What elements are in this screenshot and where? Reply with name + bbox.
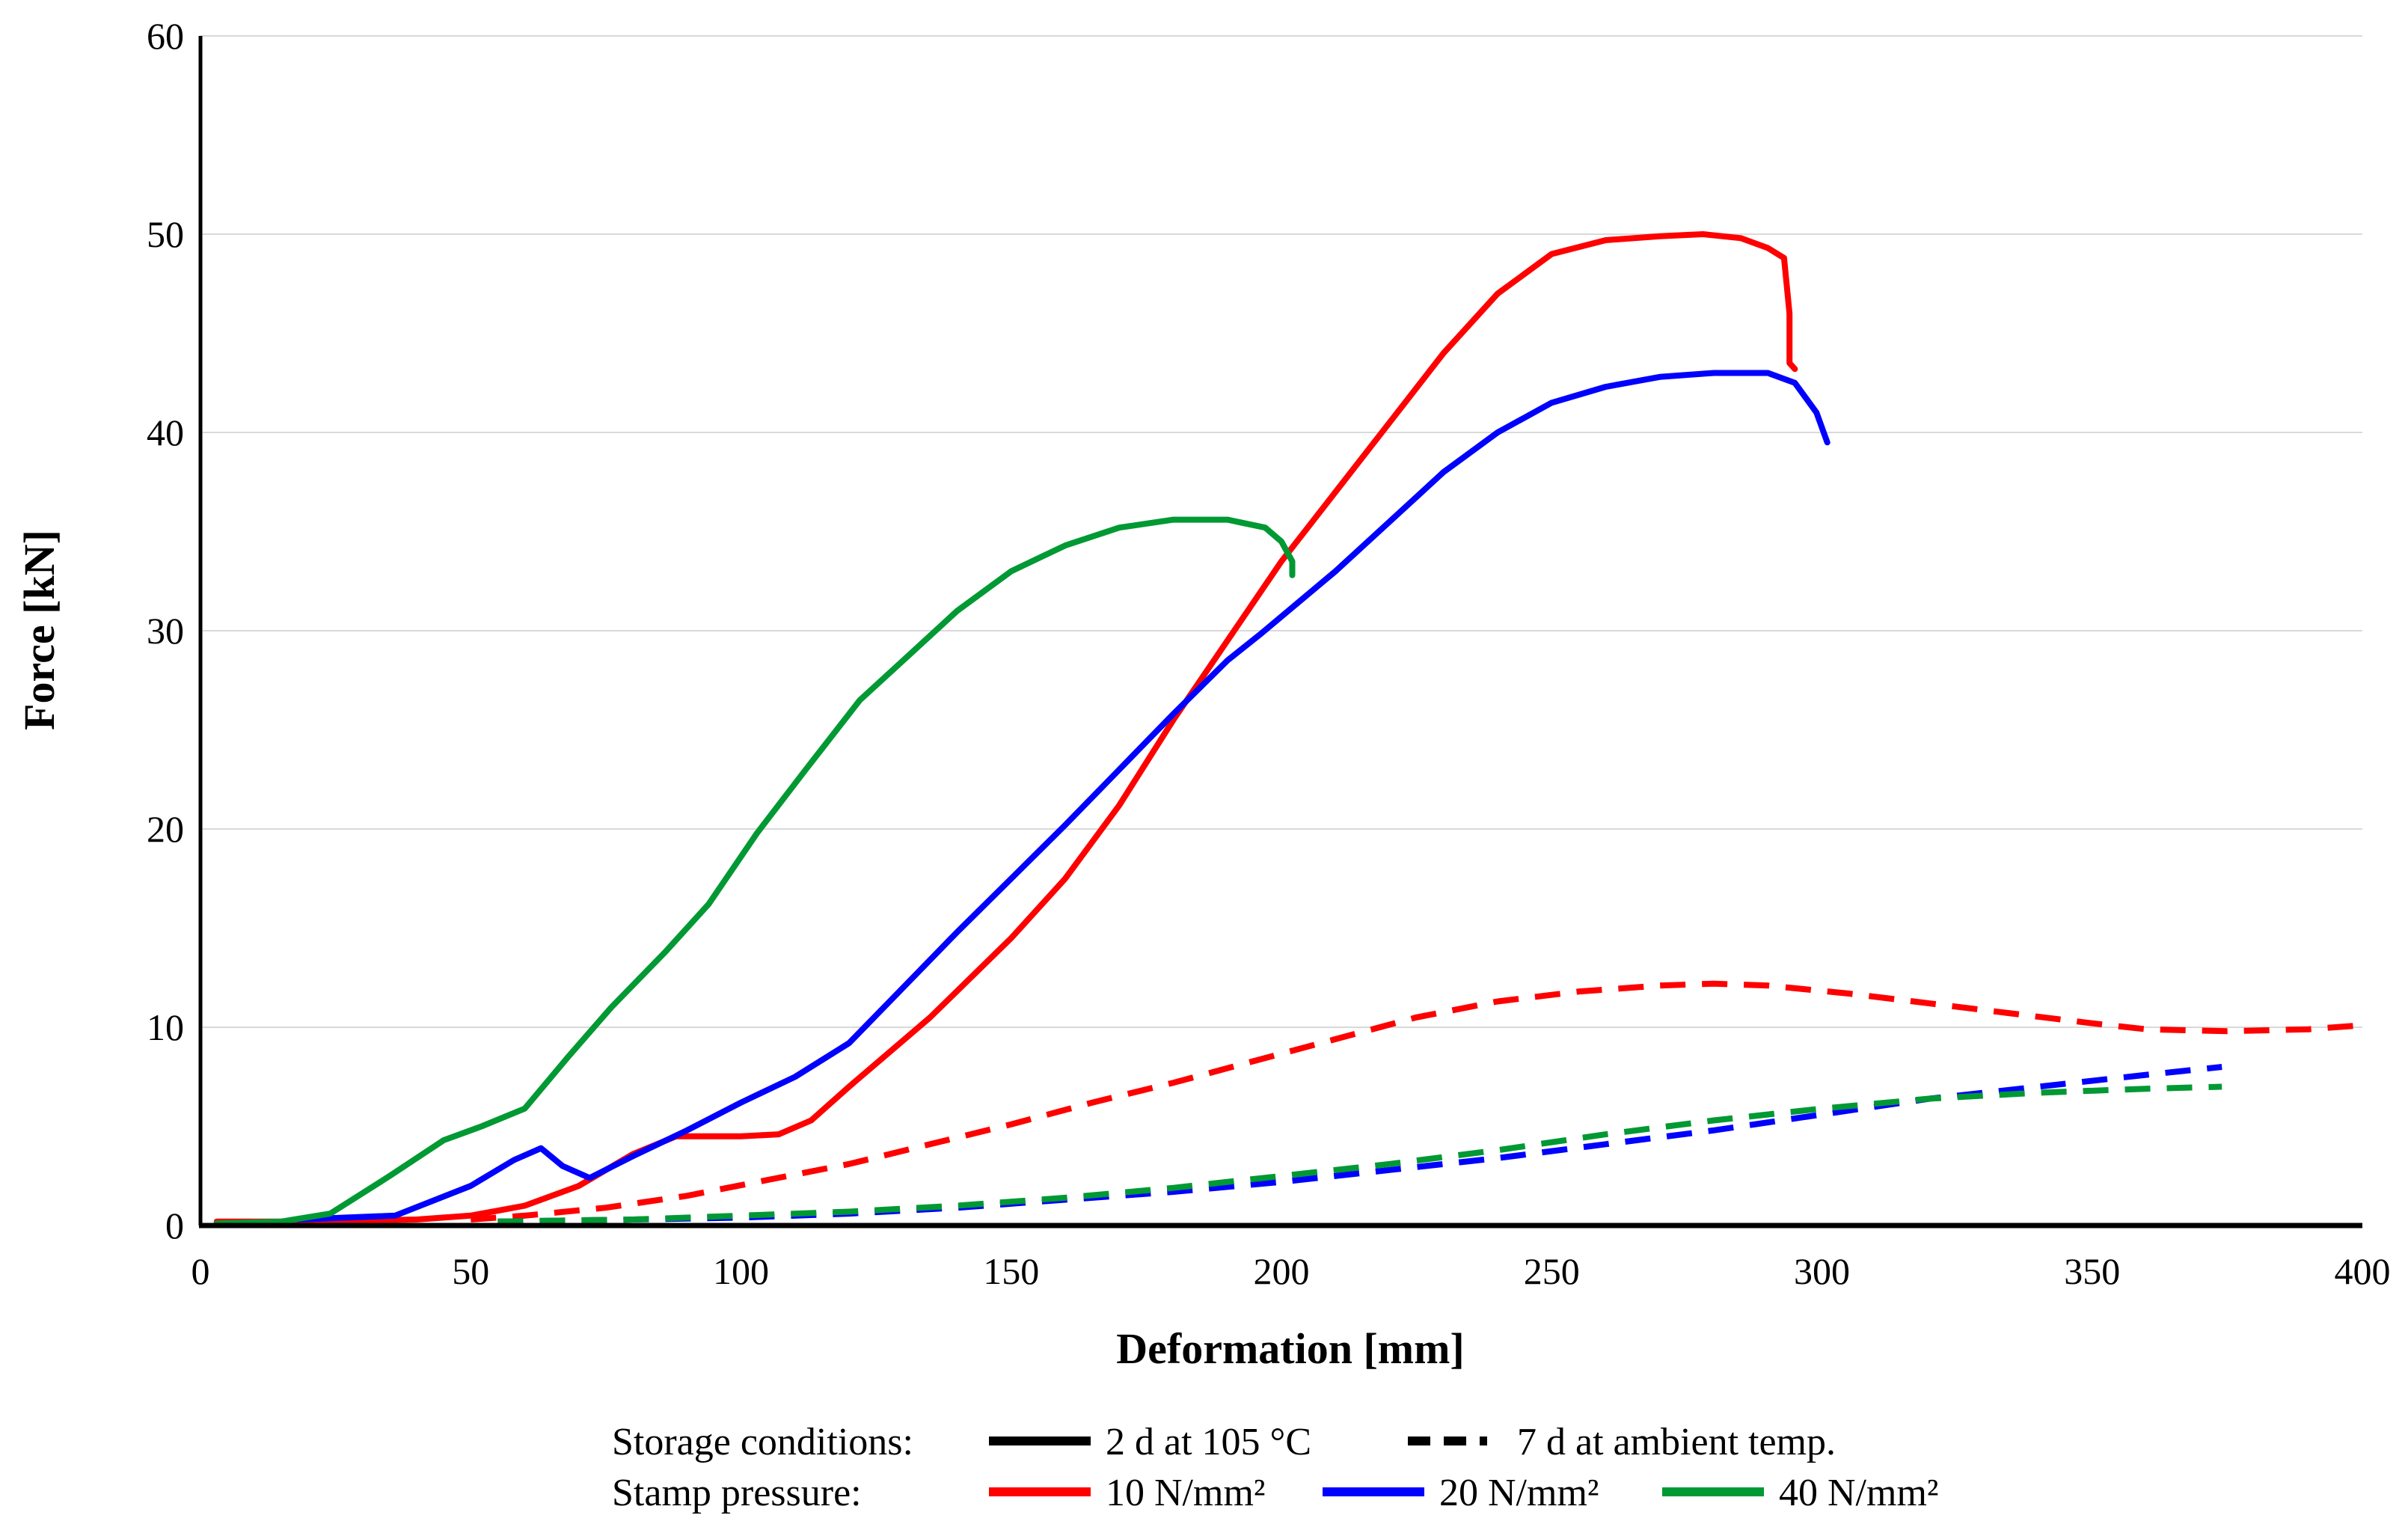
series-line-5 [497,1083,2222,1225]
legend-solid-label: 2 d at 105 °C [1106,1421,1311,1463]
axes [198,36,2362,1229]
x-tick-label: 350 [2064,1250,2120,1292]
x-tick-label: 50 [452,1250,489,1292]
legend-pressure-label: Stamp pressure: [612,1472,862,1514]
legend-storage-label: Storage conditions: [612,1421,913,1463]
y-tick-label: 50 [147,213,184,255]
x-tick-labels: 0 50 100 150 200 250 300 350 400 [192,1250,2391,1292]
y-tick-label: 20 [147,808,184,850]
series-line-2 [213,516,1296,1227]
y-tick-label: 60 [147,15,184,57]
x-tick-label: 150 [983,1250,1039,1292]
y-tick-label: 0 [165,1205,184,1246]
x-tick-label: 400 [2335,1250,2391,1292]
grid-lines [200,35,2362,1028]
x-tick-label: 250 [1524,1250,1580,1292]
legend-blue-label: 20 N/mm² [1439,1472,1599,1514]
legend-dashed-label: 7 d at ambient temp. [1517,1421,1836,1463]
x-tick-label: 100 [713,1250,769,1292]
series-line-0 [213,231,1798,1225]
x-tick-label: 200 [1254,1250,1310,1292]
y-tick-labels: 0 10 20 30 40 50 60 [147,15,184,1246]
x-tick-label: 0 [192,1250,210,1292]
y-axis-title: Force [kN] [15,530,64,730]
legend-red-label: 10 N/mm² [1106,1472,1265,1514]
series-line-4 [497,1064,2222,1225]
x-axis-title: Deformation [mm] [1116,1324,1464,1373]
y-tick-label: 10 [147,1006,184,1048]
series-line-1 [295,370,1830,1223]
y-tick-label: 30 [147,610,184,652]
x-tick-label: 300 [1794,1250,1850,1292]
series-group [213,231,2363,1227]
y-tick-label: 40 [147,411,184,453]
legend: Storage conditions: 2 d at 105 °C 7 d at… [612,1421,1938,1514]
legend-green-label: 40 N/mm² [1779,1472,1938,1514]
series-line-3 [471,980,2363,1223]
